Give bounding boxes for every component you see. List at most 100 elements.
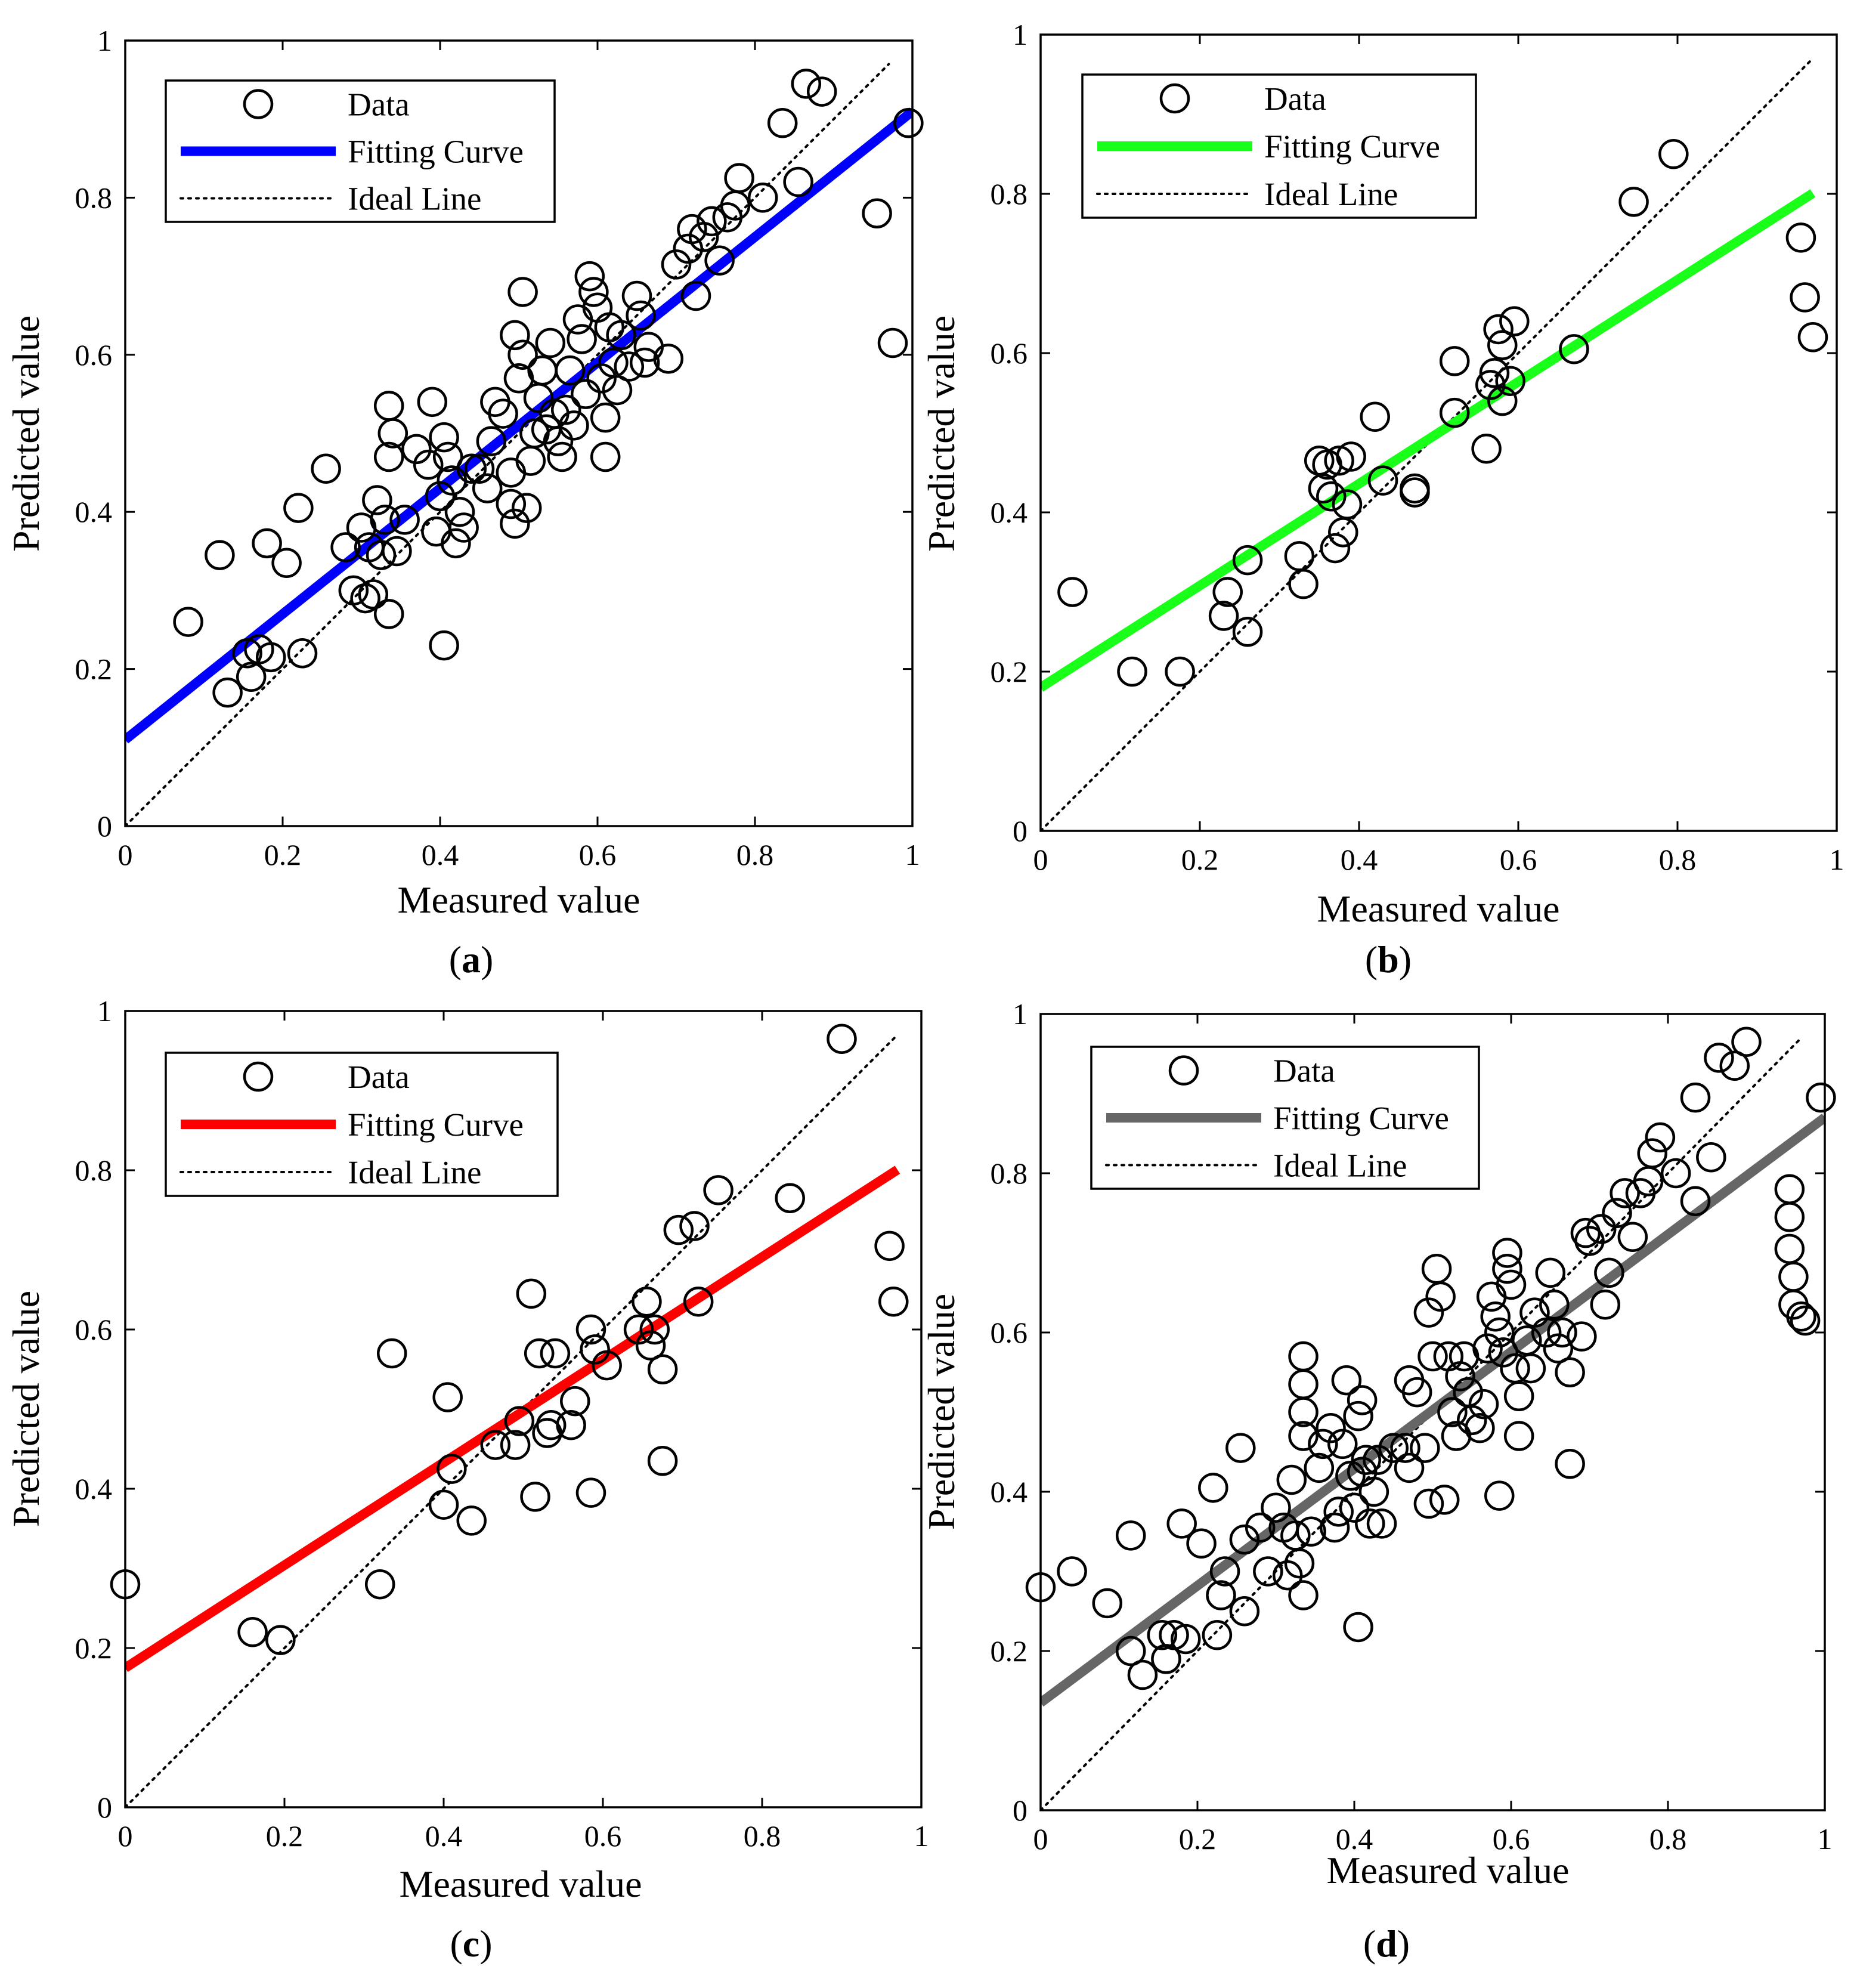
x-tick-label: 0 <box>118 1819 133 1853</box>
y-axis-label: Predicted value <box>920 1294 962 1530</box>
data-point <box>560 1386 590 1417</box>
data-point <box>556 1409 586 1440</box>
legend: Data Fitting Curve Ideal Line <box>165 79 556 223</box>
data-point <box>516 1278 547 1309</box>
data-point <box>1115 1635 1146 1667</box>
y-tick-label: 0.8 <box>75 181 113 214</box>
y-tick-label: 0.6 <box>75 1313 113 1346</box>
data-point <box>1539 1290 1570 1320</box>
data-point <box>476 426 507 456</box>
x-tick-label: 0 <box>1033 843 1048 876</box>
data-point <box>1336 441 1366 472</box>
data-point <box>417 387 448 418</box>
y-tick-label: 0.2 <box>75 653 113 686</box>
data-point <box>1335 1461 1366 1491</box>
data-point <box>432 1382 463 1412</box>
x-tick-label: 0.6 <box>1500 843 1537 876</box>
data-point <box>555 355 586 386</box>
x-tick-label: 0.2 <box>1179 1822 1217 1856</box>
data-point <box>653 344 684 374</box>
legend-fit-label: Fitting Curve <box>348 1106 524 1143</box>
legend-data-marker <box>1159 83 1190 114</box>
data-point <box>173 607 203 637</box>
data-point <box>1555 1449 1585 1479</box>
data-point <box>1680 1186 1711 1216</box>
data-point <box>578 277 609 307</box>
data-point <box>747 183 778 213</box>
data-point <box>507 339 538 370</box>
x-tick-label: 0 <box>118 838 133 871</box>
legend-data-marker <box>243 1061 274 1092</box>
data-point <box>255 642 286 673</box>
data-point <box>590 441 621 472</box>
data-point <box>874 1230 905 1262</box>
data-point <box>1327 1429 1358 1460</box>
data-point <box>507 277 538 307</box>
fitting-curve <box>125 1165 900 1672</box>
data-point <box>1232 617 1263 647</box>
y-tick-label: 0.8 <box>75 1154 113 1187</box>
data-point <box>1413 1297 1444 1328</box>
data-point <box>1790 1305 1821 1336</box>
data-point <box>1232 545 1263 576</box>
data-points <box>1025 1027 1836 1690</box>
data-point <box>1417 1341 1448 1372</box>
x-tick-label: 0.2 <box>1181 843 1219 876</box>
data-point <box>878 1287 909 1317</box>
x-tick-label: 0.8 <box>736 838 774 871</box>
x-tick-label: 0.8 <box>744 1819 781 1853</box>
data-point <box>679 1211 710 1241</box>
data-point <box>1343 1400 1373 1432</box>
axes-frame <box>1039 33 1838 832</box>
x-tick-label: 0.6 <box>579 838 617 871</box>
data-point <box>1276 1464 1307 1495</box>
data-point <box>1492 1253 1522 1284</box>
y-tick-label: 0.4 <box>75 495 113 528</box>
data-point <box>1806 1082 1836 1113</box>
data-point <box>1484 1480 1515 1511</box>
data-point <box>586 363 617 394</box>
data-point <box>432 441 463 472</box>
data-point <box>639 1314 670 1345</box>
data-point <box>1186 1528 1217 1559</box>
caption-paren-close: ) <box>479 1922 492 1965</box>
data-point <box>1308 1429 1338 1460</box>
data-point <box>283 493 314 523</box>
caption-paren-close: ) <box>1399 938 1412 981</box>
data-point <box>358 579 389 610</box>
data-point <box>632 1287 662 1317</box>
data-point <box>1547 1317 1577 1348</box>
data-point <box>1166 1508 1197 1539</box>
data-point <box>1479 358 1510 388</box>
y-axis-label: Predicted value <box>920 316 962 552</box>
data-point <box>1171 1624 1201 1655</box>
data-point <box>1637 1138 1667 1168</box>
data-point <box>1487 385 1518 416</box>
data-point <box>1343 1612 1373 1643</box>
x-tick-label: 1 <box>1830 843 1844 876</box>
x-tick-label: 0.8 <box>1659 843 1697 876</box>
data-point <box>373 599 404 629</box>
data-point <box>421 516 451 547</box>
data-point <box>370 505 400 535</box>
data-point <box>1413 1488 1444 1519</box>
data-point <box>806 76 837 107</box>
x-tick-label: 0.6 <box>1493 1822 1530 1856</box>
data-point <box>683 1287 714 1317</box>
data-point <box>265 1625 296 1655</box>
data-point <box>1495 366 1525 396</box>
legend-data-marker <box>1168 1055 1199 1086</box>
data-point <box>540 1338 571 1369</box>
data-point <box>425 481 456 512</box>
data-points <box>173 69 924 708</box>
caption-paren-close: ) <box>481 938 493 981</box>
data-point <box>1366 1508 1397 1539</box>
x-tick-label: 0.4 <box>1341 843 1378 876</box>
data-point <box>1328 517 1358 548</box>
data-point <box>633 332 664 362</box>
plot-area <box>1041 57 1816 831</box>
data-point <box>1457 1405 1487 1436</box>
data-point <box>1567 1321 1597 1352</box>
data-point <box>500 320 530 351</box>
